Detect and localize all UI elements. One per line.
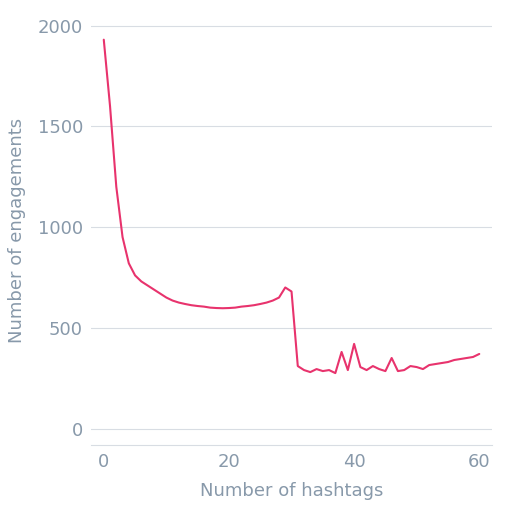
- Y-axis label: Number of engagements: Number of engagements: [9, 117, 26, 343]
- X-axis label: Number of hashtags: Number of hashtags: [200, 482, 383, 500]
